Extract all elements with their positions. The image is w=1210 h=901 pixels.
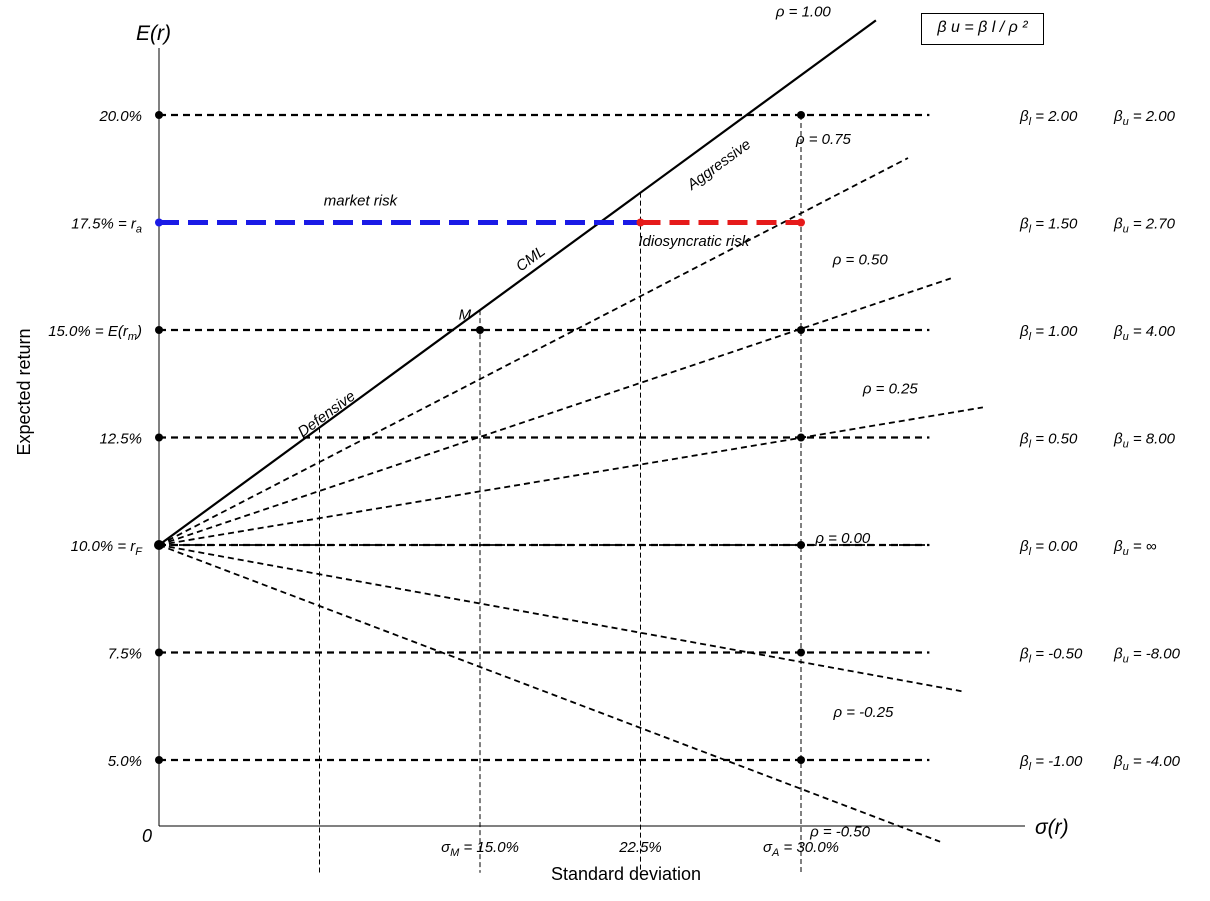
formula-box: β u = β l / ρ ² <box>921 13 1044 45</box>
rho-label: ρ = -0.50 <box>809 824 871 841</box>
beta-label: βu = ∞ <box>1113 538 1157 558</box>
vertical-guides <box>319 115 802 873</box>
beta-label: βu = -4.00 <box>1113 753 1181 773</box>
axis-point <box>155 756 163 764</box>
sigma-a-point <box>797 756 805 764</box>
axis-point <box>155 218 163 227</box>
y-tick-label: 20.0% <box>98 108 142 125</box>
sigma-a-point <box>797 111 805 119</box>
rho-line <box>158 19 877 546</box>
y-axis-title: E(r) <box>136 22 171 45</box>
axis-point <box>155 433 163 442</box>
beta-label: βl = 1.00 <box>1019 323 1078 343</box>
y-axis-label: Expected return <box>14 328 34 455</box>
rho-label: ρ = -0.25 <box>833 704 895 721</box>
split-point <box>636 218 645 227</box>
x-tick-label: 22.5% <box>618 839 662 856</box>
y-tick-label: 7.5% <box>108 646 142 663</box>
sigma-a-point <box>797 433 805 442</box>
annotation: Idiosyncratic risk <box>638 233 750 250</box>
beta-label: βl = -0.50 <box>1019 646 1083 666</box>
rho-line <box>158 406 984 546</box>
rho-line <box>158 277 952 546</box>
annotation: CML <box>513 243 549 275</box>
rho-label: ρ = 0.50 <box>832 251 889 268</box>
beta-label: βl = 2.00 <box>1019 108 1078 128</box>
axis-point <box>155 111 163 119</box>
axis-point <box>155 648 163 657</box>
beta-label: βl = 1.50 <box>1019 216 1078 236</box>
labels: E(r) σ(r) 0 Standard deviation Expected … <box>14 3 1181 884</box>
sigma-a-point <box>797 541 805 549</box>
x-axis-title: σ(r) <box>1035 816 1069 839</box>
formula-text: β u = β l / ρ ² <box>937 19 1028 36</box>
rho-line <box>158 157 909 546</box>
beta-label: βu = -8.00 <box>1113 646 1181 666</box>
sigma-a-point <box>797 648 805 657</box>
y-tick-label: 15.0% = E(rm) <box>48 323 142 343</box>
beta-label: βl = -1.00 <box>1019 753 1083 773</box>
rho-label: ρ = 0.00 <box>814 530 871 547</box>
y-tick-label: 12.5% <box>99 431 142 448</box>
beta-label: βu = 4.00 <box>1113 323 1176 343</box>
axis-point <box>154 540 164 550</box>
x-tick-label: σM = 15.0% <box>441 839 519 859</box>
origin-label: 0 <box>142 826 152 846</box>
sigma-a-point <box>797 326 805 334</box>
x-axis-label: Standard deviation <box>551 864 701 884</box>
beta-label: βu = 8.00 <box>1113 431 1176 451</box>
rho-line <box>158 544 941 843</box>
y-tick-label: 5.0% <box>108 753 142 770</box>
annotation: Aggressive <box>683 136 754 194</box>
rho-label: ρ = 0.75 <box>795 131 852 148</box>
market-point <box>476 326 484 334</box>
horizontal-return-lines <box>159 113 930 762</box>
annotation: Defensive <box>295 388 359 441</box>
beta-label: βu = 2.70 <box>1113 216 1176 236</box>
points <box>154 111 805 764</box>
rho-label: ρ = 0.25 <box>862 380 919 397</box>
beta-label: βu = 2.00 <box>1113 108 1176 128</box>
y-tick-label: 10.0% = rF <box>71 538 144 558</box>
rho-label: ρ = 1.00 <box>775 3 832 20</box>
sigma-a-point <box>797 218 805 227</box>
y-tick-label: 17.5% = ra <box>71 216 142 236</box>
beta-label: βl = 0.00 <box>1019 538 1078 558</box>
annotation: M <box>459 306 472 323</box>
x-tick-label: σA = 30.0% <box>763 839 839 859</box>
beta-label: βl = 0.50 <box>1019 431 1078 451</box>
axis-point <box>155 326 163 334</box>
annotation: market risk <box>324 192 399 209</box>
rho-line <box>158 544 962 693</box>
